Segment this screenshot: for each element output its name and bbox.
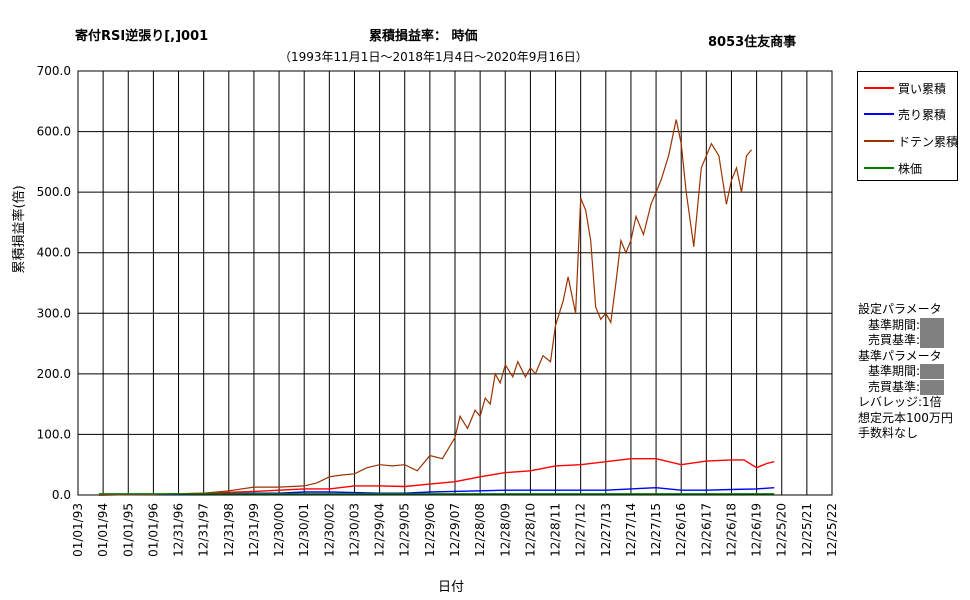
legend-label-price: 株価 <box>898 161 923 176</box>
stock-title: 8053住友商事 <box>708 35 797 50</box>
setting-params-title: 設定パラメータ <box>858 302 942 316</box>
x-tick-label: 12/29/06 <box>423 503 437 557</box>
x-tick-label: 12/26/18 <box>724 503 738 557</box>
legend-swatch-buy <box>864 87 894 89</box>
y-tick-label: 600.0 <box>37 125 71 139</box>
leverage-text: レバレッジ:1倍 <box>858 395 942 409</box>
x-tick-label: 01/01/96 <box>146 503 160 557</box>
x-tick-label: 12/30/00 <box>272 503 286 557</box>
y-tick-label: 300.0 <box>37 306 71 320</box>
x-tick-label: 12/28/10 <box>523 503 537 557</box>
base-trade-label: 売買基準: <box>868 379 921 394</box>
x-tick-label: 12/27/12 <box>574 503 588 557</box>
x-tick-label: 12/31/98 <box>222 503 236 557</box>
y-tick-label: 0.0 <box>52 488 71 502</box>
legend-swatch-price <box>864 167 894 169</box>
setting-period-label: 基準期間: <box>868 317 921 332</box>
legend-swatch-sell <box>864 113 894 115</box>
redacted-mask <box>920 317 945 333</box>
x-tick-label: 12/31/97 <box>197 503 211 557</box>
x-tick-label: 12/27/14 <box>624 503 638 557</box>
legend-label-doten: ドテン累積 <box>898 134 959 149</box>
x-tick-label: 12/28/11 <box>549 503 563 557</box>
redacted-mask <box>920 364 945 379</box>
x-tick-label: 01/01/95 <box>121 503 135 557</box>
x-tick-label: 12/30/01 <box>297 503 311 557</box>
x-tick-label: 12/26/16 <box>674 503 688 557</box>
x-tick-label: 12/30/03 <box>347 503 361 557</box>
base-period-row: 基準期間: <box>858 364 953 380</box>
series-line <box>98 119 753 496</box>
x-tick-label: 12/26/17 <box>699 503 713 557</box>
x-tick-label: 12/29/05 <box>398 503 412 557</box>
legend-swatch-doten <box>864 140 894 142</box>
legend-label-sell: 売り累積 <box>898 107 947 122</box>
x-axis-label: 日付 <box>438 580 465 595</box>
x-tick-label: 12/29/04 <box>373 503 387 557</box>
redacted-mask <box>920 379 945 395</box>
base-params-title: 基準パラメータ <box>858 348 942 363</box>
setting-trade-row: 売買基準: <box>858 333 953 349</box>
base-trade-row: 売買基準: <box>858 379 953 396</box>
period-subtitle: （1993年11月1日～2018年1月4日～2020年9月16日） <box>279 50 588 64</box>
legend-item-doten: ドテン累積 <box>864 133 958 149</box>
chart-title: 累積損益率： 時価 <box>369 29 478 44</box>
y-tick-label: 100.0 <box>37 427 71 441</box>
x-tick-label: 12/31/99 <box>247 503 261 557</box>
y-tick-label: 400.0 <box>37 246 71 260</box>
capital-text: 想定元本100万円 <box>858 410 953 425</box>
x-tick-label: 12/25/20 <box>775 503 789 557</box>
parameter-panel: 設定パラメータ 基準期間: 売買基準: 基準パラメータ 基準期間: 売買基準: … <box>858 302 953 442</box>
series-line <box>98 458 775 496</box>
fee-text: 手数料なし <box>858 426 919 440</box>
legend-item-price: 株価 <box>864 160 922 176</box>
x-tick-label: 12/30/02 <box>322 503 336 557</box>
legend: 買い累積 売り累積 ドテン累積 株価 <box>857 71 958 181</box>
redacted-mask <box>920 333 945 348</box>
x-tick-label: 12/31/96 <box>172 503 186 557</box>
x-tick-label: 01/01/94 <box>96 503 110 557</box>
setting-trade-label: 売買基準: <box>868 333 921 347</box>
x-tick-label: 12/26/19 <box>750 503 764 557</box>
legend-item-buy: 買い累積 <box>864 80 946 96</box>
base-period-label: 基準期間: <box>868 364 921 378</box>
y-axis-label: 累積損益率(倍) <box>12 185 27 274</box>
y-tick-label: 700.0 <box>37 64 71 78</box>
setting-period-row: 基準期間: <box>858 317 953 334</box>
x-tick-label: 01/01/93 <box>71 503 85 557</box>
x-tick-label: 12/27/13 <box>599 503 613 557</box>
left-title: 寄付RSI逆張り[,]001 <box>75 29 209 44</box>
x-tick-label: 12/27/15 <box>649 503 663 557</box>
x-tick-label: 12/25/21 <box>800 503 814 557</box>
x-tick-label: 12/28/08 <box>473 503 487 557</box>
legend-item-sell: 売り累積 <box>864 106 946 122</box>
y-tick-label: 200.0 <box>37 367 71 381</box>
x-tick-label: 12/28/09 <box>498 503 512 557</box>
x-tick-label: 12/25/22 <box>825 503 839 557</box>
y-tick-label: 500.0 <box>37 185 71 199</box>
legend-label-buy: 買い累積 <box>898 81 947 96</box>
x-tick-label: 12/29/07 <box>448 503 462 557</box>
